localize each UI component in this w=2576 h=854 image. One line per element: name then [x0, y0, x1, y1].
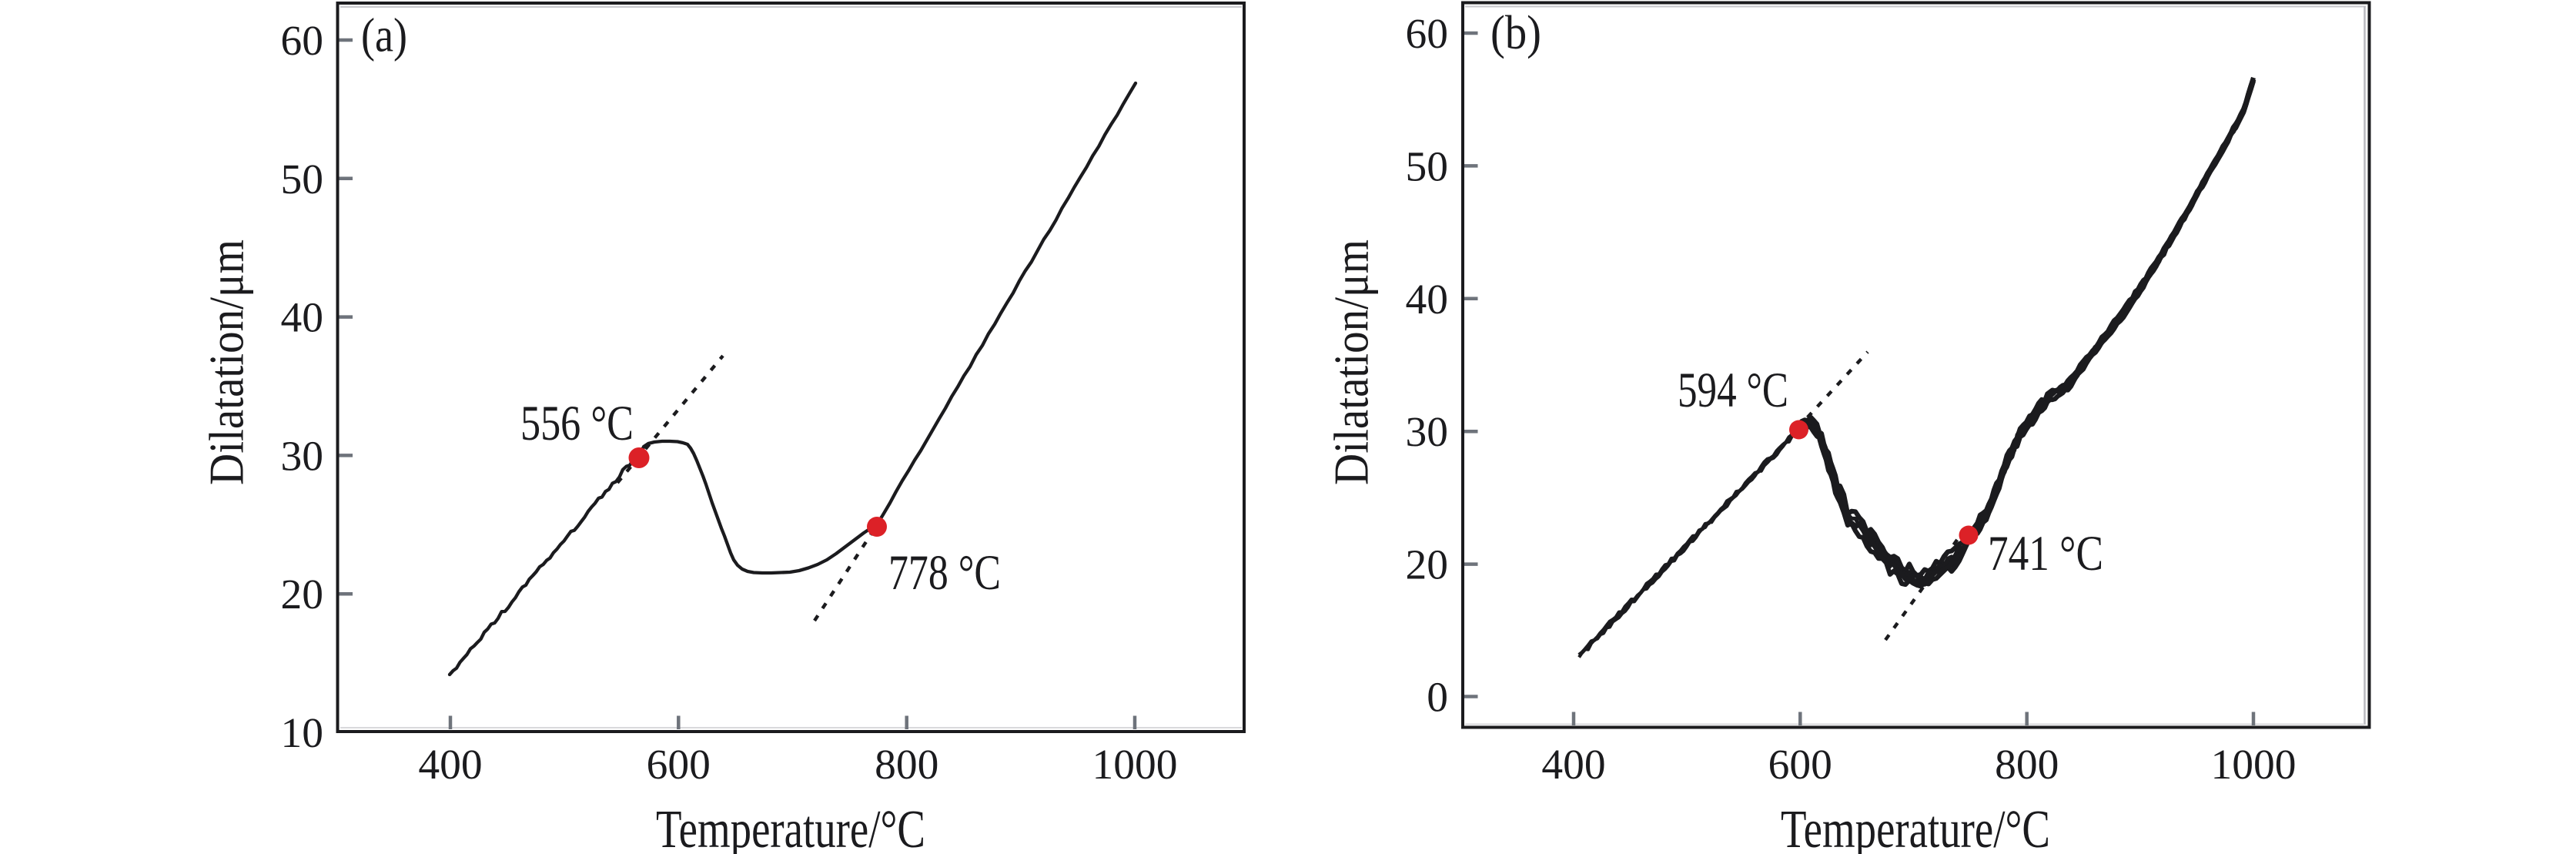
svg-text:20: 20 — [1406, 542, 1449, 589]
svg-text:30: 30 — [1406, 409, 1449, 456]
svg-text:741 °C: 741 °C — [1988, 526, 2103, 581]
svg-text:778 °C: 778 °C — [888, 545, 1001, 600]
svg-text:Dilatation/μm: Dilatation/μm — [199, 239, 254, 485]
svg-text:600: 600 — [647, 742, 711, 789]
svg-text:40: 40 — [1406, 276, 1449, 323]
svg-text:556 °C: 556 °C — [520, 396, 634, 450]
svg-text:594 °C: 594 °C — [1678, 363, 1788, 417]
svg-text:50: 50 — [1406, 143, 1449, 190]
svg-text:20: 20 — [281, 571, 324, 618]
svg-text:400: 400 — [1541, 742, 1605, 789]
svg-text:60: 60 — [1406, 11, 1449, 58]
svg-text:(a): (a) — [361, 10, 407, 62]
svg-text:10: 10 — [281, 710, 324, 757]
svg-text:1000: 1000 — [2211, 742, 2297, 789]
svg-text:600: 600 — [1768, 742, 1832, 789]
svg-text:Dilatation/μm: Dilatation/μm — [1324, 239, 1379, 485]
svg-text:Temperature/°C: Temperature/°C — [656, 800, 925, 854]
svg-text:800: 800 — [1995, 742, 2059, 789]
svg-text:50: 50 — [281, 156, 324, 203]
svg-text:800: 800 — [875, 742, 938, 789]
svg-text:(b): (b) — [1490, 7, 1541, 59]
svg-text:1000: 1000 — [1092, 742, 1178, 789]
svg-text:400: 400 — [418, 742, 482, 789]
svg-text:40: 40 — [281, 295, 324, 342]
svg-text:Temperature/°C: Temperature/°C — [1781, 800, 2050, 854]
svg-text:30: 30 — [281, 433, 324, 480]
svg-text:0: 0 — [1427, 675, 1448, 722]
svg-text:60: 60 — [281, 18, 324, 65]
